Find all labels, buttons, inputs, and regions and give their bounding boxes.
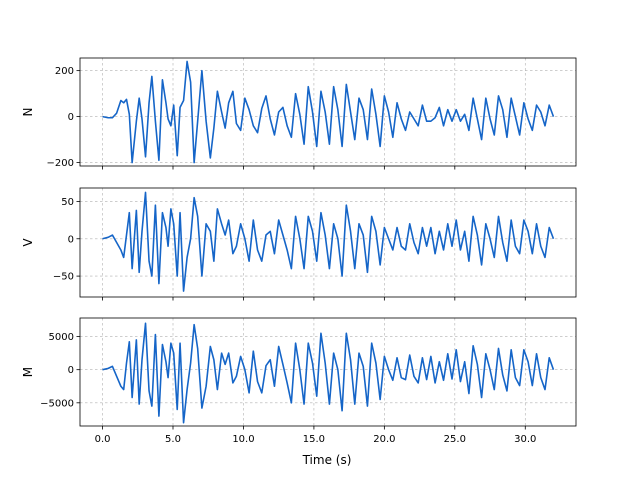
y-tick-label-n-1: 0 bbox=[68, 112, 74, 123]
x-tick-label-4: 20.0 bbox=[373, 434, 395, 445]
y-axis-label-m: M bbox=[21, 367, 35, 377]
y-tick-label-v-1: 0 bbox=[68, 234, 74, 245]
series-line-n bbox=[102, 60, 555, 164]
y-tick-label-v-0: −50 bbox=[53, 272, 74, 283]
axes-frame-v bbox=[79, 187, 577, 298]
x-tick-label-0: 0.0 bbox=[95, 434, 111, 445]
panel-n: −200 0 200 N bbox=[21, 57, 577, 170]
x-tick-label-3: 15.0 bbox=[303, 434, 325, 445]
x-axis-label: Time (s) bbox=[302, 453, 352, 467]
x-tick-label-1: 5.0 bbox=[165, 434, 181, 445]
x-tick-label-6: 30.0 bbox=[514, 434, 536, 445]
panel-v: −50 0 50 V bbox=[21, 187, 577, 301]
x-tick-label-2: 10.0 bbox=[232, 434, 254, 445]
y-tick-label-m-2: 5000 bbox=[49, 332, 74, 343]
panels-layer: −200 0 200 N −50 0 50 V −5000 0 5000 0.0 5.0 10.0 15.0… bbox=[21, 57, 577, 445]
series-line-v bbox=[102, 191, 555, 292]
panel-m: −5000 0 5000 0.0 5.0 10.0 15.0 20.0 25.0 30.0 M bbox=[21, 317, 577, 445]
y-tick-label-n-2: 200 bbox=[55, 66, 74, 77]
axes-frame-n bbox=[79, 57, 577, 167]
y-tick-label-m-1: 0 bbox=[68, 365, 74, 376]
y-axis-label-n: N bbox=[21, 108, 35, 117]
x-tick-label-5: 25.0 bbox=[444, 434, 466, 445]
series-line-m bbox=[102, 322, 555, 424]
y-axis-label-v: V bbox=[21, 238, 35, 247]
axes-frame-m bbox=[79, 317, 577, 427]
y-tick-label-m-0: −5000 bbox=[40, 398, 74, 409]
y-tick-label-n-0: −200 bbox=[47, 158, 74, 169]
y-tick-label-v-2: 50 bbox=[61, 197, 74, 208]
